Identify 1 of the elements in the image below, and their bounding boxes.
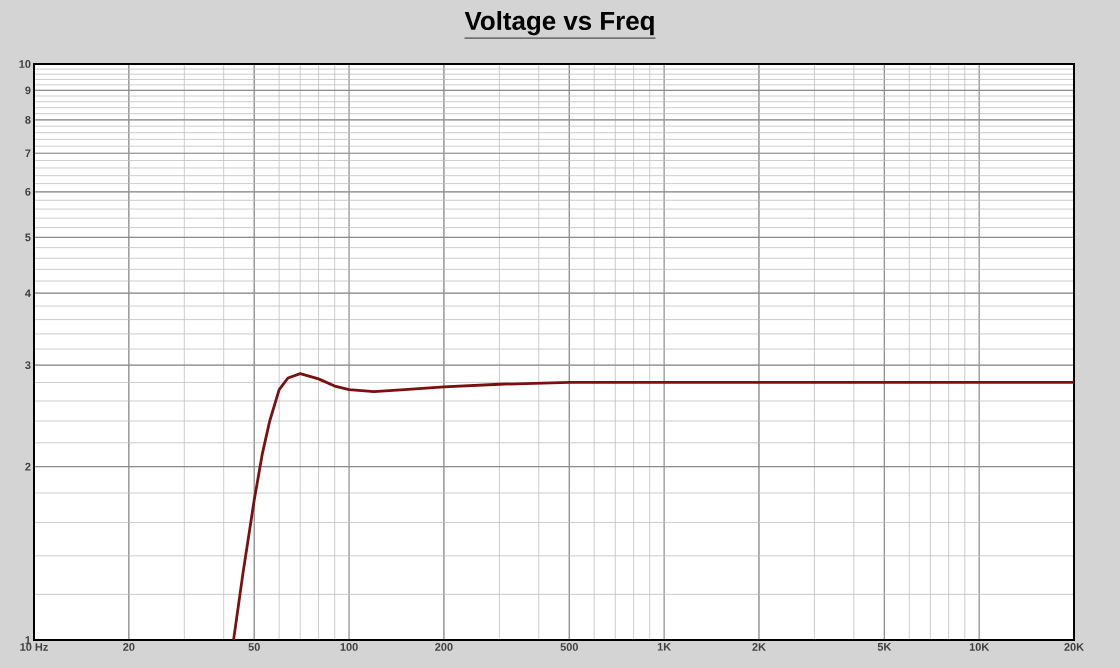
chart-title: Voltage vs Freq [464,11,654,36]
